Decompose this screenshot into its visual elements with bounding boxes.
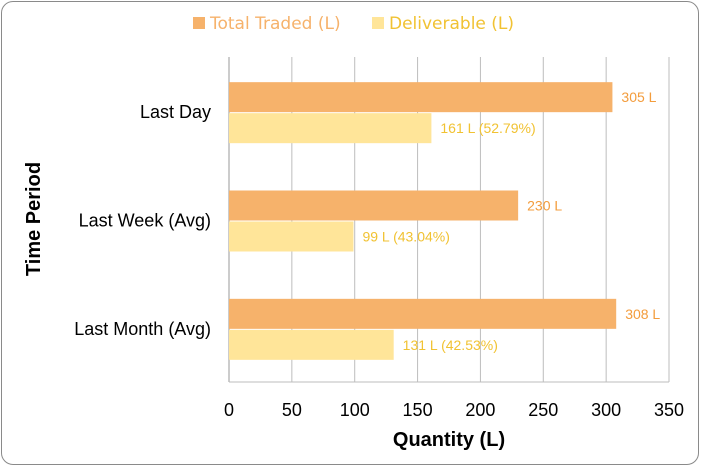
data-label: 131 L (42.53%) [403, 337, 498, 353]
bar-total-traded [229, 298, 617, 329]
bar-total-traded [229, 190, 519, 221]
legend-label: Total Traded (L) [209, 14, 341, 34]
data-label: 230 L [527, 198, 562, 214]
x-tick-label: 100 [340, 400, 370, 420]
bar-deliverable [229, 329, 394, 360]
data-label: 161 L (52.79%) [440, 120, 535, 136]
data-label: 99 L (43.04%) [362, 229, 449, 245]
x-tick-label: 50 [282, 400, 302, 420]
y-tick-label: Last Day [140, 102, 211, 122]
x-tick-label: 200 [465, 400, 495, 420]
x-tick-label: 300 [591, 400, 621, 420]
legend-label: Deliverable (L) [389, 14, 514, 34]
y-axis-title: Time Period [23, 162, 45, 276]
y-tick-label: Last Month (Avg) [74, 319, 211, 339]
x-axis-title: Quantity (L) [393, 429, 505, 451]
y-tick-label: Last Week (Avg) [79, 211, 211, 231]
bar-deliverable [229, 113, 432, 144]
legend-swatch [372, 17, 384, 29]
bar-deliverable [229, 221, 354, 252]
legend-swatch [193, 17, 205, 29]
x-tick-label: 150 [403, 400, 433, 420]
data-label: 305 L [621, 89, 656, 105]
data-label: 308 L [625, 306, 660, 322]
x-tick-label: 0 [224, 400, 234, 420]
x-tick-label: 350 [654, 400, 684, 420]
bar-total-traded [229, 82, 613, 113]
x-tick-label: 250 [528, 400, 558, 420]
